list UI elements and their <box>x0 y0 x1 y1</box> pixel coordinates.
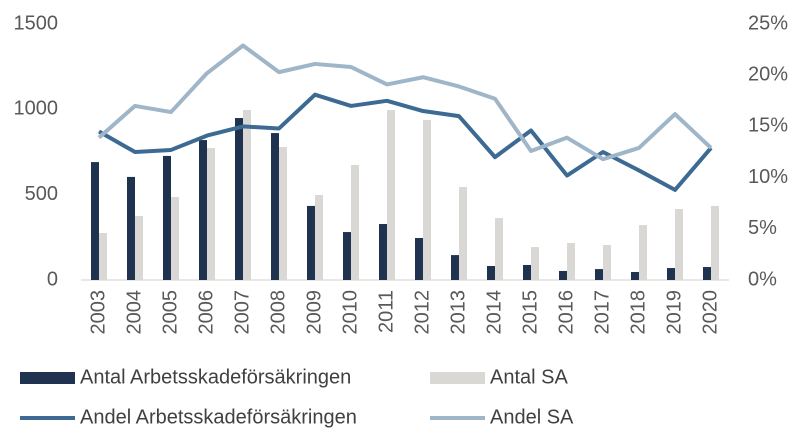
x-tick-label: 2009 <box>303 290 325 335</box>
y2-tick-label: 5% <box>748 217 777 239</box>
x-tick-label: 2017 <box>591 290 613 335</box>
bar <box>235 118 243 281</box>
bar <box>127 176 135 280</box>
bar <box>459 186 467 280</box>
y2-tick-label: 15% <box>748 115 788 137</box>
y-tick-label: 0 <box>47 268 58 290</box>
line-series <box>97 43 713 162</box>
bar <box>595 269 603 280</box>
bar <box>495 218 503 280</box>
bar <box>379 224 387 280</box>
bar <box>415 238 423 280</box>
x-tick-label: 2015 <box>519 290 541 335</box>
x-tick-label: 2005 <box>159 290 181 335</box>
y2-tick-label: 0% <box>748 268 777 290</box>
bar <box>315 195 323 280</box>
bar <box>351 164 359 280</box>
bar <box>631 271 639 280</box>
y2-tick-label: 25% <box>748 12 788 34</box>
y-tick-label: 500 <box>25 183 58 205</box>
legend-swatch <box>430 372 485 384</box>
bar <box>423 119 431 280</box>
x-tick-label: 2010 <box>339 290 361 335</box>
bar <box>523 264 531 280</box>
line-series <box>98 92 713 192</box>
bar <box>531 247 539 280</box>
x-tick-label: 2020 <box>699 290 721 335</box>
x-tick-label: 2008 <box>267 290 289 335</box>
x-tick-label: 2003 <box>87 290 109 335</box>
legend-swatch <box>20 372 75 384</box>
bar <box>99 233 107 280</box>
x-tick-label: 2012 <box>411 290 433 335</box>
bar <box>451 255 459 280</box>
bar <box>271 133 279 280</box>
x-tick-label: 2013 <box>447 290 469 335</box>
bar <box>675 209 683 280</box>
legend-label: Andel Arbetsskadeförsäkringen <box>80 406 357 428</box>
bar <box>487 266 495 280</box>
y-tick-label: 1000 <box>14 98 59 120</box>
legend-label: Antal Arbetsskadeförsäkringen <box>80 366 351 388</box>
x-tick-label: 2018 <box>627 290 649 335</box>
bar <box>387 110 395 281</box>
x-tick-label: 2006 <box>195 290 217 335</box>
bar <box>207 148 215 280</box>
bar <box>343 232 351 280</box>
bar <box>171 197 179 280</box>
x-tick-label: 2004 <box>123 290 145 335</box>
bar <box>199 140 207 280</box>
x-tick-label: 2016 <box>555 290 577 335</box>
bar <box>559 270 567 280</box>
y-tick-label: 1500 <box>14 12 59 34</box>
legend-label: Antal SA <box>490 366 568 388</box>
x-tick-label: 2011 <box>375 290 397 333</box>
x-tick-label: 2014 <box>483 290 505 335</box>
bar <box>307 205 315 280</box>
bar <box>667 268 675 280</box>
bar <box>567 242 575 280</box>
bar <box>91 162 99 280</box>
y2-tick-label: 20% <box>748 63 788 85</box>
bar <box>703 267 711 280</box>
x-tick-label: 2007 <box>231 290 253 335</box>
bar <box>163 155 171 280</box>
bar <box>135 216 143 280</box>
y2-tick-label: 10% <box>748 166 788 188</box>
bar <box>243 110 251 281</box>
bar <box>603 245 611 280</box>
legend-label: Andel SA <box>490 406 574 428</box>
bar <box>711 205 719 280</box>
bar <box>279 147 287 280</box>
x-tick-label: 2019 <box>663 290 685 335</box>
bar <box>639 225 647 280</box>
